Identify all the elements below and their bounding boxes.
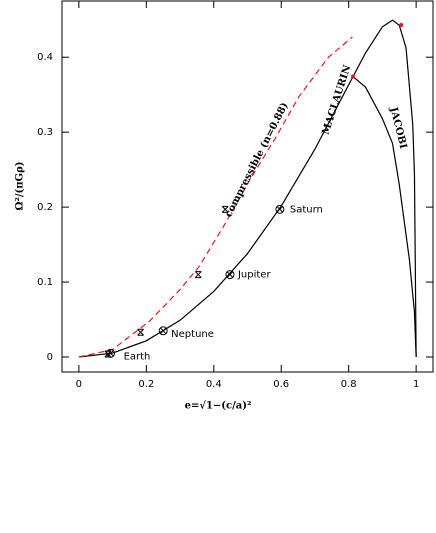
planet-label: Jupiter [237, 270, 271, 281]
planet-circle [275, 204, 285, 214]
planet-marker [275, 204, 285, 214]
curve [78, 36, 353, 358]
x-tick-label: 0.4 [206, 379, 222, 390]
planet-label: Earth [124, 351, 151, 362]
y-tick-label: 0.3 [37, 127, 53, 138]
planet-cross [160, 327, 167, 334]
marker-shape [137, 328, 144, 336]
y-tick-label: 0.1 [37, 277, 53, 288]
y-axis-label: Ω²/(πGρ) [15, 162, 26, 211]
planet-marker [225, 270, 235, 280]
marker [221, 205, 229, 213]
curve [78, 19, 417, 358]
curve-label: compressible (n=0.88) [223, 101, 291, 219]
planet-marker [158, 326, 168, 336]
marker [194, 271, 202, 279]
planet-circle [158, 326, 168, 336]
marker-shape [221, 205, 229, 213]
curve [352, 76, 417, 358]
highlight-point [350, 74, 355, 79]
planet-circle [106, 348, 116, 358]
y-tick-label: 0.4 [37, 52, 53, 63]
y-tick-label: 0.2 [37, 202, 53, 213]
x-tick-label: 0.6 [273, 379, 289, 390]
planet-cross [107, 350, 114, 357]
planet-cross [276, 206, 284, 213]
marker-shape [104, 350, 112, 358]
highlight-point [399, 22, 404, 27]
marker [137, 328, 144, 336]
plot-frame [61, 0, 434, 373]
planet-marker [106, 348, 116, 358]
x-tick-label: 0.8 [341, 379, 357, 390]
x-tick-label: 0.2 [138, 379, 154, 390]
x-axis-label: e=√1−(c/a)² [185, 400, 252, 412]
planet-label: Neptune [171, 329, 214, 340]
y-tick-label: 0 [47, 352, 53, 363]
curve-label: MACLAURIN [321, 64, 354, 136]
x-tick-label: 1 [413, 379, 419, 390]
x-tick-label: 0 [76, 379, 82, 390]
planet-cross [226, 271, 234, 278]
curve-label: JACOBI [387, 105, 408, 150]
marker [104, 350, 112, 358]
planet-circle [225, 270, 235, 280]
marker-shape [194, 271, 202, 279]
planet-label: Saturn [290, 204, 323, 215]
